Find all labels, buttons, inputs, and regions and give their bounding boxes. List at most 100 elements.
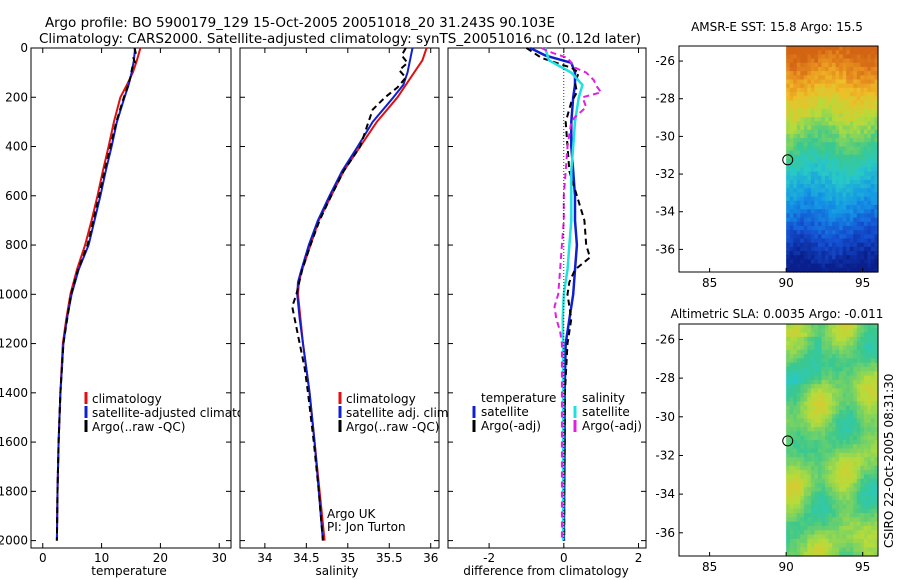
map-cell [870,470,876,475]
map-cell [814,58,819,64]
map-cell [789,508,794,514]
map-cell [789,517,794,523]
map-cell [793,75,798,81]
map-cell [842,58,847,64]
map-cell [821,414,826,420]
map-cell [828,246,833,252]
map-cell [807,87,812,93]
map-y-tick-label: -36 [655,526,675,540]
map-cell [832,225,837,231]
map-cell [835,159,840,164]
map-cell [839,184,844,189]
map-cell [860,336,865,342]
map-cell [807,255,812,261]
map-cell [793,401,798,407]
map-cell [870,79,876,85]
map-cell [817,251,823,256]
map-cell [863,345,868,351]
map-cell [828,154,833,160]
map-cell [860,470,865,475]
map-cell [821,444,826,450]
map-cell [870,452,876,458]
map-cell [860,209,865,215]
map-cell [807,513,812,518]
map-cell [828,328,833,334]
map-cell [817,225,823,231]
x-tick-label: 34 [257,551,272,565]
map-cell [832,517,837,523]
map-cell [842,175,847,181]
map-cell [870,234,876,240]
map-cell [832,79,837,85]
map-cell [867,401,872,407]
map-cell [839,371,844,377]
map-cell [817,534,823,540]
profile-location-marker [782,154,794,166]
map-cell [835,435,840,441]
map-cell [835,121,840,127]
map-cell [870,112,876,118]
map-field [786,324,879,557]
map-cell [814,521,819,527]
map-cell [863,392,868,398]
map-cell [821,336,826,342]
map-cell [842,129,847,135]
map-cell [800,192,805,198]
map-cell [800,336,805,342]
map-x-tick-label: 95 [855,276,870,290]
map-cell [810,525,816,531]
map-cell [856,452,861,458]
map-cell [846,96,851,102]
map-cell [860,478,865,484]
map-cell [860,495,865,501]
map-cell [810,444,816,450]
map-cell [825,92,830,97]
map-cell [789,225,794,231]
map-cell [814,500,819,506]
map-cell [814,108,819,114]
map-cell [796,104,801,110]
map-cell [846,246,851,252]
map-cell [856,470,861,475]
map-cell [796,200,801,206]
map-cell [860,517,865,523]
map-cell [860,366,865,372]
map-cell [867,100,872,106]
map-cell [828,54,833,60]
map-cell [867,104,872,110]
map-cell [817,259,823,265]
map-cell [817,474,823,480]
map-cell [874,255,879,261]
map-cell [860,238,865,244]
map-cell [821,504,826,510]
map-cell [846,448,851,454]
map-cell [828,392,833,398]
legend-title-salinity: salinity [582,391,625,405]
map-cell [867,444,872,450]
map-cell [849,341,854,347]
map-cell [807,234,812,240]
map-cell [842,121,847,127]
map-cell [803,83,808,89]
map-cell [803,530,808,536]
map-cell [803,332,808,338]
map-cell [870,96,876,102]
map-cell [810,397,816,402]
map-cell [786,142,791,148]
map-cell [853,196,858,202]
map-cell [828,538,833,544]
map-cell [814,440,819,445]
map-cell [828,345,833,351]
map-cell [863,409,868,415]
map-cell [853,440,858,445]
map-cell [796,358,801,364]
map-cell [870,238,876,244]
map-cell [800,142,805,148]
map-cell [870,205,876,210]
map-cell [835,392,840,398]
map-cell [800,470,805,475]
map-cell [825,336,830,342]
map-cell [863,452,868,458]
map-cell [835,500,840,506]
map-cell [863,551,868,557]
